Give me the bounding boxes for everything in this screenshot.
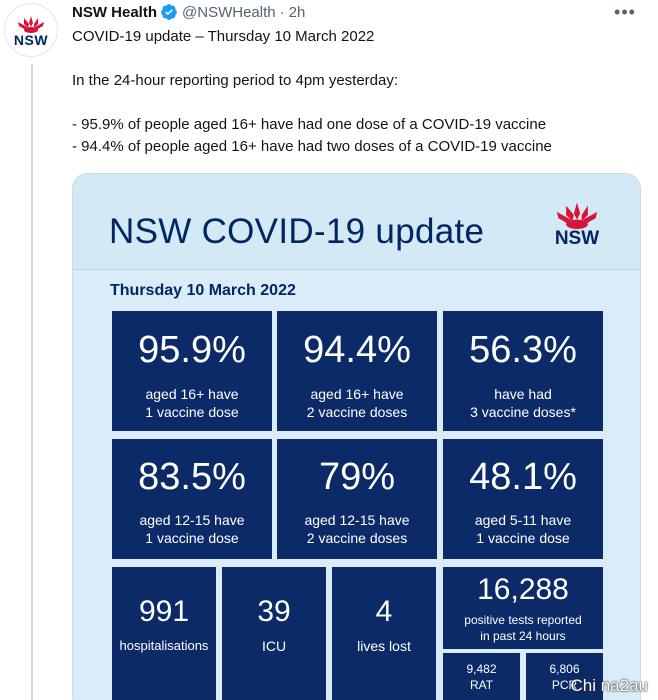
hospitalisations-tile: 991 hospitalisations <box>112 567 216 700</box>
tweet-time[interactable]: 2h <box>288 3 306 21</box>
tile-line2: 1 vaccine dose <box>145 404 239 420</box>
tweet-line-3: - 95.9% of people aged 16+ have had one … <box>72 116 547 133</box>
tile-line1: aged 5-11 have <box>474 512 572 528</box>
tile-line2: 2 vaccine doses <box>306 530 408 546</box>
author-name[interactable]: NSW Health <box>72 3 158 21</box>
separator-dot: · <box>279 3 285 21</box>
tile-value: 79% <box>318 456 396 498</box>
verified-badge-icon[interactable] <box>160 3 178 21</box>
tile-line1: aged 16+ have <box>145 386 239 402</box>
vaccine-tile: 83.5% aged 12-15 have 1 vaccine dose <box>112 439 272 559</box>
pcr-label: PCR <box>551 678 578 692</box>
vaccine-tile: 48.1% aged 5-11 have 1 vaccine dose <box>443 439 603 559</box>
more-options-icon[interactable]: ••• <box>614 1 636 22</box>
stat-label: lives lost <box>357 638 411 654</box>
author-handle[interactable]: @NSWHealth <box>182 3 276 21</box>
tile-value: 94.4% <box>303 329 411 371</box>
tests-line2: in past 24 hours <box>480 629 566 643</box>
media-card[interactable]: NSW COVID-19 update NSW Thursday 10 Marc… <box>72 173 641 700</box>
rat-tile: 9,482 RAT <box>443 653 520 700</box>
tweet-text: COVID-19 update – Thursday 10 March 2022… <box>72 26 642 158</box>
card-title: NSW COVID-19 update <box>109 212 485 251</box>
card-header: NSW COVID-19 update NSW <box>73 174 640 270</box>
avatar-label: NSW <box>13 31 49 48</box>
rat-value: 9,482 <box>466 662 497 676</box>
pcr-tile: 6,806 PCR <box>526 653 603 700</box>
tweet-line-1: COVID-19 update – Thursday 10 March 2022 <box>72 28 375 45</box>
tests-value: 16,288 <box>477 573 569 606</box>
vaccine-tile: 79% aged 12-15 have 2 vaccine doses <box>277 439 437 559</box>
tile-line2: 1 vaccine dose <box>145 530 239 546</box>
lives-lost-tile: 4 lives lost <box>332 567 436 700</box>
stat-value: 39 <box>257 595 291 628</box>
tweet-header: NSW Health @NSWHealth · 2h <box>72 2 305 22</box>
vaccine-tile: 95.9% aged 16+ have 1 vaccine dose <box>112 311 272 431</box>
pcr-value: 6,806 <box>549 662 580 676</box>
waratah-icon <box>556 202 598 229</box>
tile-value: 83.5% <box>138 456 246 498</box>
avatar[interactable]: NSW <box>4 3 58 57</box>
tile-line2: 2 vaccine doses <box>306 404 408 420</box>
positive-tests-tile: 16,288 positive tests reported in past 2… <box>443 567 603 649</box>
waratah-icon <box>18 15 44 33</box>
logo-label: NSW <box>554 228 600 249</box>
tile-value: 95.9% <box>138 329 246 371</box>
tweet-line-4: - 94.4% of people aged 16+ have had two … <box>72 138 552 155</box>
vaccine-tile: 56.3% have had 3 vaccine doses* <box>443 311 603 431</box>
tile-value: 48.1% <box>469 456 577 498</box>
tile-value: 56.3% <box>469 329 577 371</box>
tile-line1: aged 12-15 have <box>139 512 245 528</box>
tile-line2: 1 vaccine dose <box>476 530 570 546</box>
tile-line1: aged 12-15 have <box>304 512 410 528</box>
card-date: Thursday 10 March 2022 <box>110 282 296 299</box>
tile-line1: aged 16+ have <box>310 386 404 402</box>
tweet-line-2: In the 24-hour reporting period to 4pm y… <box>72 72 399 89</box>
stat-label: hospitalisations <box>119 638 209 653</box>
icu-tile: 39 ICU <box>222 567 326 700</box>
stat-value: 991 <box>138 595 190 628</box>
thread-line <box>31 64 33 700</box>
tests-line1: positive tests reported <box>464 613 582 627</box>
rat-label: RAT <box>469 678 494 692</box>
tile-line2: 3 vaccine doses* <box>470 404 576 420</box>
tile-line1: have had <box>494 386 552 402</box>
stat-value: 4 <box>375 595 393 628</box>
nsw-logo: NSW <box>550 201 604 250</box>
watermark: Chi na2au <box>570 676 648 695</box>
vaccine-tile: 94.4% aged 16+ have 2 vaccine doses <box>277 311 437 431</box>
stat-label: ICU <box>261 638 287 654</box>
